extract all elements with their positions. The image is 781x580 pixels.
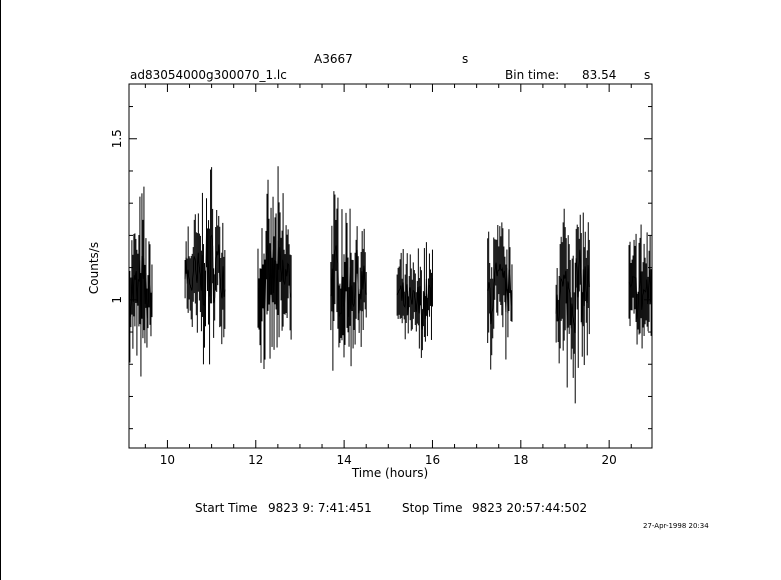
axis-ticks: 10 12 14 16 18 20 1 1.5 bbox=[110, 84, 652, 467]
x-tick-label: 12 bbox=[248, 453, 263, 467]
x-tick-label: 10 bbox=[160, 453, 175, 467]
x-tick-label: 20 bbox=[602, 453, 617, 467]
x-tick-label: 18 bbox=[513, 453, 528, 467]
segment-line bbox=[555, 249, 590, 334]
title-units: s bbox=[462, 52, 468, 66]
plot-timestamp: 27-Apr-1998 20:34 bbox=[643, 522, 709, 530]
plot-frame bbox=[128, 83, 653, 449]
y-tick-label: 1.5 bbox=[110, 129, 124, 148]
stop-time-value: 9823 20:57:44:502 bbox=[472, 501, 587, 515]
segment-line bbox=[184, 232, 226, 307]
y-axis-label: Counts/s bbox=[87, 242, 101, 294]
filename-label: ad83054000g300070_1.lc bbox=[130, 68, 287, 82]
x-tick-label: 14 bbox=[336, 453, 351, 467]
start-time-value: 9823 9: 7:41:451 bbox=[268, 501, 372, 515]
segment-line bbox=[396, 278, 433, 330]
segment-line bbox=[487, 262, 513, 325]
bin-time-unit: s bbox=[644, 68, 650, 82]
start-time-label: Start Time bbox=[195, 501, 258, 515]
x-axis-label: Time (hours) bbox=[351, 466, 428, 480]
series-count-rate bbox=[129, 166, 652, 404]
segment-line bbox=[628, 269, 652, 320]
chart-title: A3667 bbox=[314, 52, 353, 66]
segment-line bbox=[330, 245, 367, 317]
bin-time-label: Bin time: bbox=[505, 68, 559, 82]
segment-line bbox=[257, 240, 292, 316]
y-tick-label: 1 bbox=[110, 296, 124, 304]
bin-time-value: 83.54 bbox=[582, 68, 616, 82]
stop-time-label: Stop Time bbox=[402, 501, 462, 515]
left-border bbox=[0, 0, 1, 580]
segment-line bbox=[129, 255, 153, 325]
x-tick-label: 16 bbox=[425, 453, 440, 467]
